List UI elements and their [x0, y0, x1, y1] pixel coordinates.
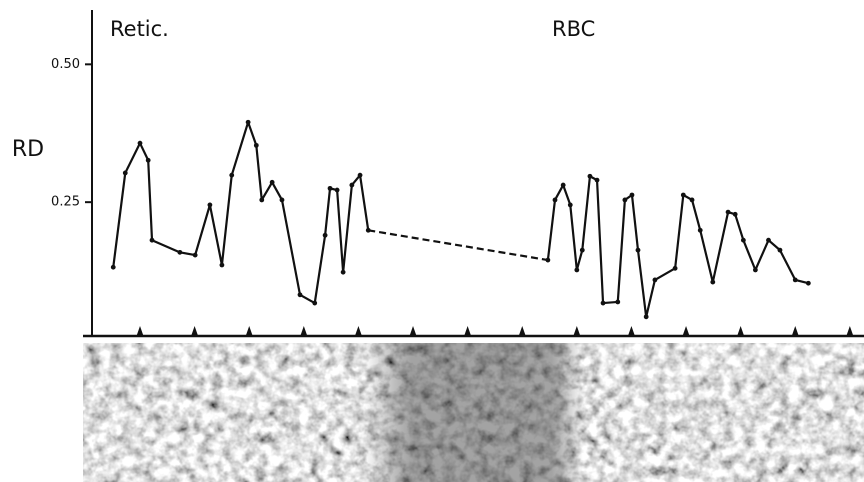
x-tick	[354, 326, 362, 336]
data-point	[137, 140, 143, 146]
data-point	[574, 267, 580, 273]
data-point	[652, 277, 658, 283]
data-point	[697, 227, 703, 233]
data-point	[322, 232, 328, 238]
data-point	[579, 247, 585, 253]
data-point	[279, 197, 285, 203]
data-point	[560, 182, 566, 188]
data-point	[110, 264, 116, 270]
data-point	[740, 237, 746, 243]
x-tick	[464, 326, 472, 336]
data-point	[600, 300, 606, 306]
data-point	[349, 182, 355, 188]
x-tick	[409, 326, 417, 336]
data-point	[552, 197, 558, 203]
x-tick	[245, 326, 253, 336]
x-tick	[191, 326, 199, 336]
data-point	[340, 269, 346, 275]
data-point	[145, 157, 151, 163]
data-point	[545, 257, 551, 263]
data-point	[149, 237, 155, 243]
data-point	[777, 247, 783, 253]
data-point	[122, 170, 128, 176]
data-point	[357, 172, 363, 178]
x-tick	[300, 326, 308, 336]
data-point	[253, 142, 259, 148]
data-point	[207, 202, 213, 208]
data-point	[269, 179, 275, 185]
data-point	[622, 197, 628, 203]
data-point	[229, 172, 235, 178]
data-point	[629, 192, 635, 198]
data-point	[259, 197, 265, 203]
data-point	[732, 211, 738, 217]
data-point	[594, 177, 600, 183]
data-line	[112, 121, 370, 305]
data-point	[725, 209, 731, 215]
data-point	[615, 299, 621, 305]
data-point	[689, 197, 695, 203]
y-tick-label: 0.50	[51, 57, 80, 72]
y-tick-label: 0.25	[51, 195, 80, 210]
annotation: RBC	[552, 17, 595, 41]
data-point	[192, 252, 198, 258]
data-point	[635, 247, 641, 253]
data-point	[334, 187, 340, 193]
y-axis-title: RD	[12, 137, 44, 162]
data-point	[297, 292, 303, 298]
data-point	[219, 262, 225, 268]
data-point	[792, 277, 798, 283]
data-point	[567, 202, 573, 208]
data-point	[643, 314, 649, 320]
data-line	[368, 229, 549, 262]
annotation: Retic.	[110, 17, 169, 41]
x-tick	[737, 326, 745, 336]
data-point	[327, 185, 333, 191]
micrograph	[83, 343, 864, 482]
data-line	[546, 175, 809, 318]
x-tick	[573, 326, 581, 336]
data-point	[710, 279, 716, 285]
data-point	[245, 119, 251, 125]
x-tick	[791, 326, 799, 336]
data-point	[672, 265, 678, 271]
data-point	[587, 173, 593, 179]
x-tick	[627, 326, 635, 336]
x-tick	[518, 326, 526, 336]
data-point	[766, 237, 771, 243]
x-tick	[136, 326, 144, 336]
micrograph-band	[83, 343, 864, 482]
x-tick	[682, 326, 690, 336]
x-tick	[846, 326, 854, 336]
data-point	[312, 300, 318, 306]
data-point	[177, 249, 183, 255]
data-point	[805, 280, 811, 286]
data-point	[680, 192, 686, 198]
data-point	[752, 267, 758, 273]
